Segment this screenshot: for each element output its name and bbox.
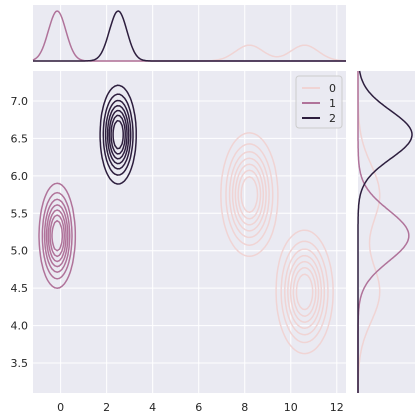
- y-tick-labels: 3.5 4.0 4.5 5.0 5.5 6.0 6.5 7.0: [11, 95, 29, 370]
- y-tick-label: 4.0: [11, 320, 29, 333]
- legend-label-2: 2: [329, 112, 336, 125]
- kde-contour-series-1: [51, 219, 64, 252]
- x-tick-label: 6: [195, 401, 202, 414]
- x-tick-label: 12: [330, 401, 344, 414]
- top-marginal-curve-2: [33, 10, 346, 62]
- kde-contour-series-0: [228, 150, 326, 336]
- y-gridlines: [33, 100, 346, 364]
- kde-contour-series-1: [38, 182, 77, 289]
- y-tick-label: 5.5: [11, 207, 29, 220]
- y-tick-label: 4.5: [11, 282, 29, 295]
- kde-contour-series-2: [108, 109, 128, 160]
- kde-contour-series-2: [99, 84, 137, 185]
- x-tick-label: 4: [149, 401, 156, 414]
- top-marginal-gridlines: [60, 5, 338, 61]
- x-tick-label: 0: [57, 401, 64, 414]
- kde-contour-series-1: [43, 198, 71, 273]
- x-tick-label: 2: [103, 401, 110, 414]
- kde-contour-series-0: [240, 176, 314, 311]
- kde-contour-series-0: [234, 163, 320, 323]
- kde-contour-series-0: [225, 143, 329, 344]
- y-tick-label: 3.5: [11, 357, 29, 370]
- y-tick-label: 5.0: [11, 245, 29, 258]
- right-marginal-curve-2: [357, 70, 413, 393]
- kde-contour-series-1: [49, 214, 65, 258]
- y-tick-label: 6.5: [11, 132, 29, 145]
- right-marginal-curve-0: [357, 71, 381, 393]
- x-gridlines: [60, 71, 338, 393]
- kde-contour-series-2: [112, 119, 124, 150]
- x-tick-labels: 0 2 4 6 8 10 12: [57, 401, 344, 414]
- kde-contour-series-0: [220, 132, 334, 355]
- right-marginal-panel: [358, 71, 415, 393]
- right-marginal-gridlines: [358, 100, 415, 364]
- kde-contour-series-1: [47, 209, 67, 263]
- kde-contour-series-2: [102, 93, 134, 176]
- legend: 0 1 2: [295, 75, 343, 129]
- right-marginal-density-curves: [357, 70, 413, 393]
- top-marginal-panel: [33, 5, 346, 61]
- kde-contour-series-2: [106, 104, 130, 165]
- top-marginal-density-curves: [32, 10, 346, 62]
- legend-label-0: 0: [329, 82, 336, 95]
- kde-contour-series-2: [110, 114, 126, 155]
- x-tick-label: 10: [284, 401, 298, 414]
- kde-contour-series-0: [237, 169, 317, 317]
- y-tick-label: 6.0: [11, 170, 29, 183]
- legend-label-1: 1: [329, 97, 336, 110]
- x-tick-label: 8: [241, 401, 248, 414]
- kde-contours: [38, 84, 334, 355]
- y-tick-label: 7.0: [11, 95, 29, 108]
- kde-contour-series-1: [41, 191, 73, 280]
- joint-panel: [33, 71, 346, 393]
- kde-contour-series-2: [104, 99, 132, 170]
- kde-contour-series-0: [231, 157, 323, 329]
- kde-contour-series-1: [45, 204, 69, 268]
